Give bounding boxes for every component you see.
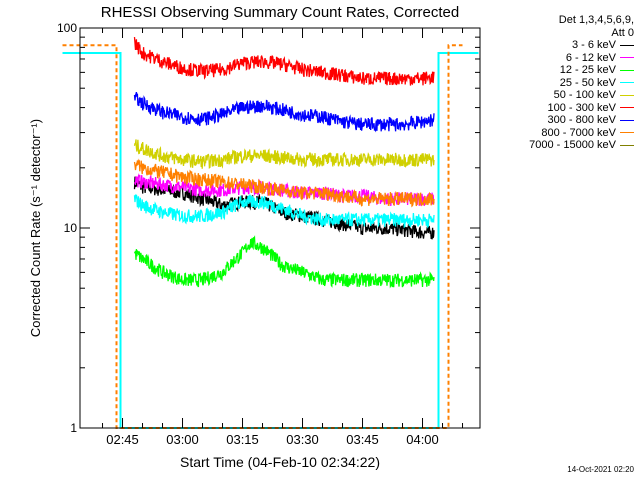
legend-swatch [620,119,634,121]
series-line [133,158,435,208]
legend-label: 100 - 300 keV [547,101,617,114]
y-tick-label: 100 [57,21,77,35]
legend-item: 7000 - 15000 keV [529,139,634,152]
legend-label: 300 - 800 keV [547,114,617,126]
x-tick-label: 03:45 [346,432,379,447]
saa-flag-line [62,44,463,429]
x-tick-label: 03:30 [286,432,319,447]
legend-item: 12 - 25 keV [529,64,634,77]
legend-label: 50 - 100 keV [553,89,616,101]
legend-label: 3 - 6 keV [571,39,616,51]
y-axis: 1 10 100 [57,21,480,435]
legend-item: 800 - 7000 keV [529,127,634,140]
timestamp: 14-Oct-2021 02:20 [567,465,634,474]
legend-label: 25 - 50 keV [559,76,616,89]
legend-item: 25 - 50 keV [529,77,634,90]
x-tick-label: 04:00 [406,432,439,447]
series-line [133,176,435,240]
legend-label: 7000 - 15000 keV [529,139,616,151]
legend-label: 6 - 12 keV [565,51,616,64]
legend-item: 100 - 300 keV [529,102,634,115]
overlay-layer [62,44,479,429]
x-axis-label: Start Time (04-Feb-10 02:34:22) [180,454,380,470]
legend-item: 6 - 12 keV [529,52,634,65]
series-layer [133,37,435,289]
legend-swatch [620,82,634,84]
legend-header-line2: Att 0 [611,26,634,39]
legend-swatch [620,132,634,134]
x-axis: 02:45 03:00 03:15 03:30 03:45 04:00 [102,28,464,447]
legend: Det 1,3,4,5,6,9, Att 0 3 - 6 keV 6 - 12 k… [529,14,634,152]
legend-item: 50 - 100 keV [529,89,634,102]
legend-header-line1: Det 1,3,4,5,6,9, [558,14,634,26]
x-tick-label: 03:00 [166,432,199,447]
series-line [133,91,435,133]
legend-swatch [620,94,634,96]
y-tick-label: 1 [70,421,77,435]
legend-rows: 3 - 6 keV 6 - 12 keV 12 - 25 keV 25 - 50 ke… [529,39,634,152]
chart-title: RHESSI Observing Summary Count Rates, Co… [101,4,459,21]
x-tick-label: 03:15 [226,432,259,447]
legend-swatch [620,69,634,71]
legend-label: 12 - 25 keV [559,64,616,76]
legend-item: 3 - 6 keV [529,39,634,52]
series-line [133,235,435,289]
attenuator-state-line [62,52,479,429]
legend-swatch [620,144,634,146]
legend-swatch [620,44,634,46]
y-axis-label: Corrected Count Rate (s⁻¹ detector⁻¹) [28,119,43,337]
y-tick-label: 10 [64,221,78,235]
series-line [133,37,435,86]
legend-swatch [620,107,634,109]
series-line [133,193,435,229]
legend-swatch [620,57,634,59]
series-line [133,139,435,169]
x-tick-label: 02:45 [106,432,139,447]
legend-item: 300 - 800 keV [529,114,634,127]
legend-label: 800 - 7000 keV [541,126,616,139]
